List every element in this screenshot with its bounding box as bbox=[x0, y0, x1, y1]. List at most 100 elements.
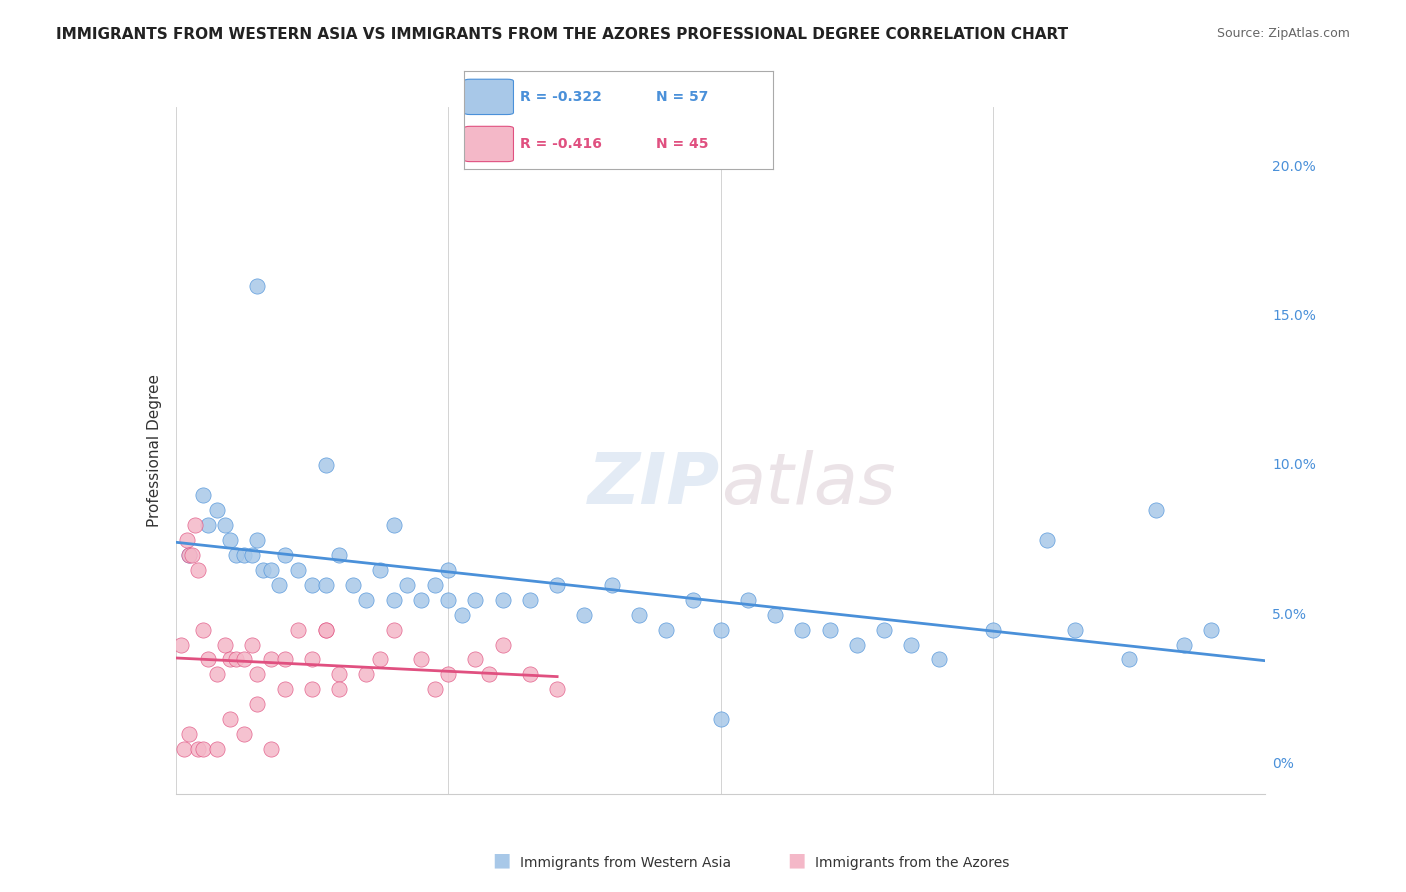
Point bbox=[328, 548, 350, 562]
Point bbox=[1173, 638, 1195, 652]
Point bbox=[252, 563, 274, 577]
Point bbox=[409, 652, 432, 666]
Point bbox=[260, 652, 283, 666]
Point bbox=[173, 742, 195, 756]
Point bbox=[873, 623, 896, 637]
Point bbox=[205, 503, 228, 517]
Text: 5.0%: 5.0% bbox=[1272, 607, 1308, 622]
FancyBboxPatch shape bbox=[464, 79, 513, 114]
Point bbox=[186, 563, 209, 577]
Point bbox=[191, 742, 214, 756]
Point bbox=[301, 652, 323, 666]
Text: ■: ■ bbox=[492, 851, 510, 870]
Point bbox=[205, 667, 228, 681]
Point bbox=[269, 578, 291, 592]
Point bbox=[191, 623, 214, 637]
Point bbox=[900, 638, 922, 652]
Point bbox=[763, 607, 786, 622]
Point bbox=[301, 578, 323, 592]
Point bbox=[655, 623, 678, 637]
Text: 20.0%: 20.0% bbox=[1272, 160, 1316, 174]
Point bbox=[423, 578, 446, 592]
Point bbox=[205, 742, 228, 756]
Text: IMMIGRANTS FROM WESTERN ASIA VS IMMIGRANTS FROM THE AZORES PROFESSIONAL DEGREE C: IMMIGRANTS FROM WESTERN ASIA VS IMMIGRAN… bbox=[56, 27, 1069, 42]
Point bbox=[492, 638, 515, 652]
Point bbox=[519, 667, 541, 681]
Point bbox=[478, 667, 501, 681]
Point bbox=[186, 742, 209, 756]
Point bbox=[246, 667, 269, 681]
Point bbox=[232, 548, 254, 562]
Point bbox=[437, 592, 460, 607]
Text: Immigrants from Western Asia: Immigrants from Western Asia bbox=[520, 855, 731, 870]
Point bbox=[232, 727, 254, 741]
Point bbox=[382, 592, 405, 607]
Point bbox=[737, 592, 759, 607]
Point bbox=[232, 652, 254, 666]
Text: ZIP: ZIP bbox=[588, 450, 721, 519]
Point bbox=[356, 592, 378, 607]
Text: Source: ZipAtlas.com: Source: ZipAtlas.com bbox=[1216, 27, 1350, 40]
Point bbox=[437, 667, 460, 681]
Point bbox=[1063, 623, 1085, 637]
Point bbox=[710, 623, 733, 637]
Point bbox=[315, 578, 337, 592]
Point bbox=[600, 578, 623, 592]
Text: R = -0.416: R = -0.416 bbox=[520, 137, 602, 151]
FancyBboxPatch shape bbox=[464, 127, 513, 161]
Point bbox=[464, 592, 486, 607]
Point bbox=[260, 742, 283, 756]
Point bbox=[246, 698, 269, 712]
Text: ■: ■ bbox=[787, 851, 806, 870]
Point bbox=[328, 667, 350, 681]
Text: atlas: atlas bbox=[721, 450, 896, 519]
Point bbox=[792, 623, 814, 637]
Point bbox=[1199, 623, 1222, 637]
Text: N = 57: N = 57 bbox=[655, 90, 709, 103]
Point bbox=[214, 518, 236, 533]
Point bbox=[214, 638, 236, 652]
Point bbox=[225, 652, 247, 666]
Point bbox=[519, 592, 541, 607]
Point bbox=[274, 682, 297, 697]
Point bbox=[219, 712, 242, 726]
Point bbox=[315, 623, 337, 637]
Point bbox=[240, 548, 263, 562]
Point bbox=[382, 623, 405, 637]
Point bbox=[450, 607, 472, 622]
Point bbox=[328, 682, 350, 697]
Point bbox=[981, 623, 1004, 637]
Point bbox=[342, 578, 364, 592]
Text: 10.0%: 10.0% bbox=[1272, 458, 1316, 473]
Point bbox=[682, 592, 704, 607]
Point bbox=[179, 548, 201, 562]
Point bbox=[464, 652, 486, 666]
Point bbox=[492, 592, 515, 607]
Point bbox=[287, 623, 309, 637]
Point bbox=[356, 667, 378, 681]
Point bbox=[382, 518, 405, 533]
Point bbox=[818, 623, 841, 637]
Point bbox=[219, 533, 242, 547]
Point bbox=[179, 727, 201, 741]
Point bbox=[197, 518, 219, 533]
Point bbox=[437, 563, 460, 577]
Point bbox=[184, 518, 207, 533]
Point bbox=[219, 652, 242, 666]
Point bbox=[546, 682, 568, 697]
Text: 0%: 0% bbox=[1272, 757, 1294, 771]
Point bbox=[170, 638, 193, 652]
Point bbox=[574, 607, 596, 622]
Point bbox=[274, 548, 297, 562]
Point bbox=[197, 652, 219, 666]
Point bbox=[1118, 652, 1140, 666]
Point bbox=[260, 563, 283, 577]
Point bbox=[246, 533, 269, 547]
Point bbox=[287, 563, 309, 577]
Point bbox=[181, 548, 204, 562]
Point bbox=[301, 682, 323, 697]
Point bbox=[396, 578, 419, 592]
Point bbox=[928, 652, 950, 666]
Point bbox=[176, 533, 198, 547]
Text: Immigrants from the Azores: Immigrants from the Azores bbox=[815, 855, 1010, 870]
